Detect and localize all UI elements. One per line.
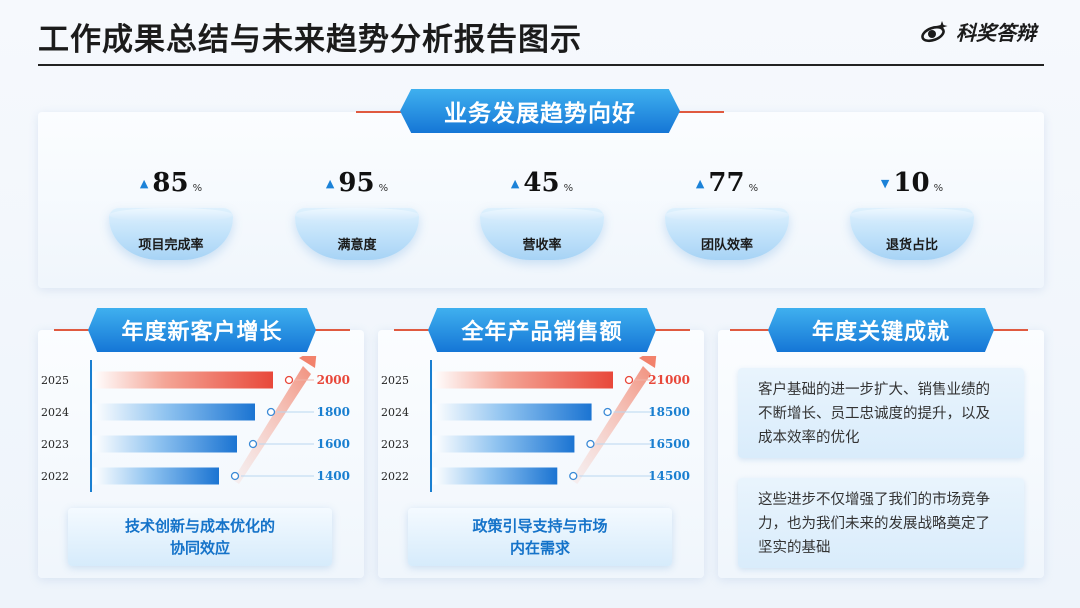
metric-bowl-rim <box>850 208 974 222</box>
metric-5: ▼ 10% 退货占比 <box>850 168 974 260</box>
trend-arrow-head <box>639 356 657 368</box>
value-marker <box>569 471 578 481</box>
achievement-ribbon-left <box>730 329 774 331</box>
category-label: 2025 <box>381 374 409 387</box>
category-label: 2022 <box>41 470 69 483</box>
data-label: 18500 <box>648 405 690 419</box>
triangle-down-icon: ▼ <box>880 177 890 190</box>
bar-2022 <box>93 467 219 485</box>
value-marker <box>266 407 276 417</box>
customer-note-line1: 技术创新与成本优化的 <box>124 517 275 535</box>
trend-arrow-shaft <box>571 366 651 484</box>
metric-1: ▲ 85% 项目完成率 <box>109 168 233 260</box>
data-label: 1800 <box>317 405 350 419</box>
metric-unit: % <box>378 183 389 194</box>
data-label: 1600 <box>317 437 350 451</box>
annual-sales-chart: 2025 21000 2024 18500 2023 16500 2022 14500 <box>381 356 690 492</box>
achievement-banner: 年度关键成就 <box>768 308 994 352</box>
metric-value: 77 <box>708 168 745 198</box>
value-marker <box>230 471 240 481</box>
brand-name: 科奖答辩 <box>956 21 1036 45</box>
metric-value: 95 <box>338 168 375 198</box>
value-marker <box>248 439 258 449</box>
customer-note-line2: 协同效应 <box>169 539 230 557</box>
metric-label: 营收率 <box>522 238 562 253</box>
brand-logo: 科奖答辩 <box>920 17 1036 46</box>
trend-arrow-head <box>299 356 317 368</box>
triangle-up-icon: ▲ <box>325 177 335 190</box>
value-marker <box>284 375 294 385</box>
sales-note-line1: 政策引导支持与市场 <box>472 517 608 535</box>
metric-4: ▲ 77% 团队效率 <box>665 168 789 260</box>
metric-label: 团队效率 <box>700 238 753 253</box>
orbit-logo-icon <box>921 20 948 42</box>
triangle-up-icon: ▲ <box>695 177 705 190</box>
data-label: 14500 <box>648 469 690 483</box>
bar-2025 <box>433 371 613 389</box>
metric-bowl-rim <box>295 208 419 222</box>
trend-ribbon-left <box>356 111 406 113</box>
sales-note: 政策引导支持与市场 内在需求 <box>408 508 672 566</box>
trend-banner: 业务发展趋势向好 <box>400 89 680 133</box>
sales-ribbon-left <box>394 329 434 331</box>
metric-value: 45 <box>523 168 560 198</box>
triangle-up-icon: ▲ <box>510 177 520 190</box>
metric-bowl-rim <box>480 208 604 222</box>
customer-banner: 年度新客户增长 <box>88 308 316 352</box>
achievement-item-2: 这些进步不仅增强了我们的市场竞争力，也为我们未来的发展战略奠定了坚实的基础 <box>738 478 1024 568</box>
data-label: 2000 <box>317 373 350 387</box>
metric-label: 项目完成率 <box>138 238 204 253</box>
metric-3: ▲ 45% 营收率 <box>480 168 604 260</box>
metric-label: 满意度 <box>337 238 377 253</box>
bar-2022 <box>433 467 558 485</box>
sales-banner: 全年产品销售额 <box>428 308 656 352</box>
category-label: 2024 <box>381 406 409 419</box>
customer-ribbon-left <box>54 329 94 331</box>
bar-2023 <box>93 435 237 453</box>
category-label: 2025 <box>41 374 69 387</box>
value-marker <box>624 375 634 385</box>
metric-bowl-rim <box>109 208 233 222</box>
metric-value-group: ▲ 77% <box>665 168 789 202</box>
bar-2024 <box>93 403 255 421</box>
title-divider <box>38 64 1044 66</box>
customer-growth-chart: 2025 2000 2024 1800 2023 1600 2022 1400 <box>41 356 350 492</box>
bar-2025 <box>93 371 273 389</box>
metric-value-group: ▲ 95% <box>295 168 419 202</box>
category-label: 2022 <box>381 470 409 483</box>
metric-value-group: ▼ 10% <box>850 168 974 202</box>
data-label: 1400 <box>317 469 350 483</box>
value-marker <box>603 407 612 417</box>
metric-bowl-rim <box>665 208 789 222</box>
metric-2: ▲ 95% 满意度 <box>295 168 419 260</box>
metric-unit: % <box>563 183 574 194</box>
sales-ribbon-right <box>650 329 690 331</box>
metric-label: 退货占比 <box>885 238 938 253</box>
trend-arrow-shaft <box>233 366 311 484</box>
value-marker <box>586 439 595 449</box>
bar-2024 <box>433 403 592 421</box>
metric-value: 10 <box>893 168 930 198</box>
achievement-ribbon-right <box>984 329 1028 331</box>
metric-unit: % <box>192 183 203 194</box>
metric-value-group: ▲ 45% <box>480 168 604 202</box>
data-label: 21000 <box>648 373 690 387</box>
category-label: 2023 <box>41 438 69 451</box>
metric-unit: % <box>748 183 759 194</box>
metric-unit: % <box>933 183 944 194</box>
bar-2023 <box>433 435 575 453</box>
metric-value-group: ▲ 85% <box>109 168 233 202</box>
category-label: 2024 <box>41 406 69 419</box>
data-label: 16500 <box>648 437 690 451</box>
sales-note-line2: 内在需求 <box>509 539 570 557</box>
category-label: 2023 <box>381 438 409 451</box>
triangle-up-icon: ▲ <box>139 177 149 190</box>
trend-ribbon-right <box>674 111 724 113</box>
customer-ribbon-right <box>310 329 350 331</box>
page-title: 工作成果总结与未来趋势分析报告图示 <box>38 22 582 58</box>
customer-note: 技术创新与成本优化的 协同效应 <box>68 508 332 566</box>
achievement-item-1: 客户基础的进一步扩大、销售业绩的不断增长、员工忠诚度的提升，以及成本效率的优化 <box>738 368 1024 458</box>
metric-value: 85 <box>152 168 189 198</box>
